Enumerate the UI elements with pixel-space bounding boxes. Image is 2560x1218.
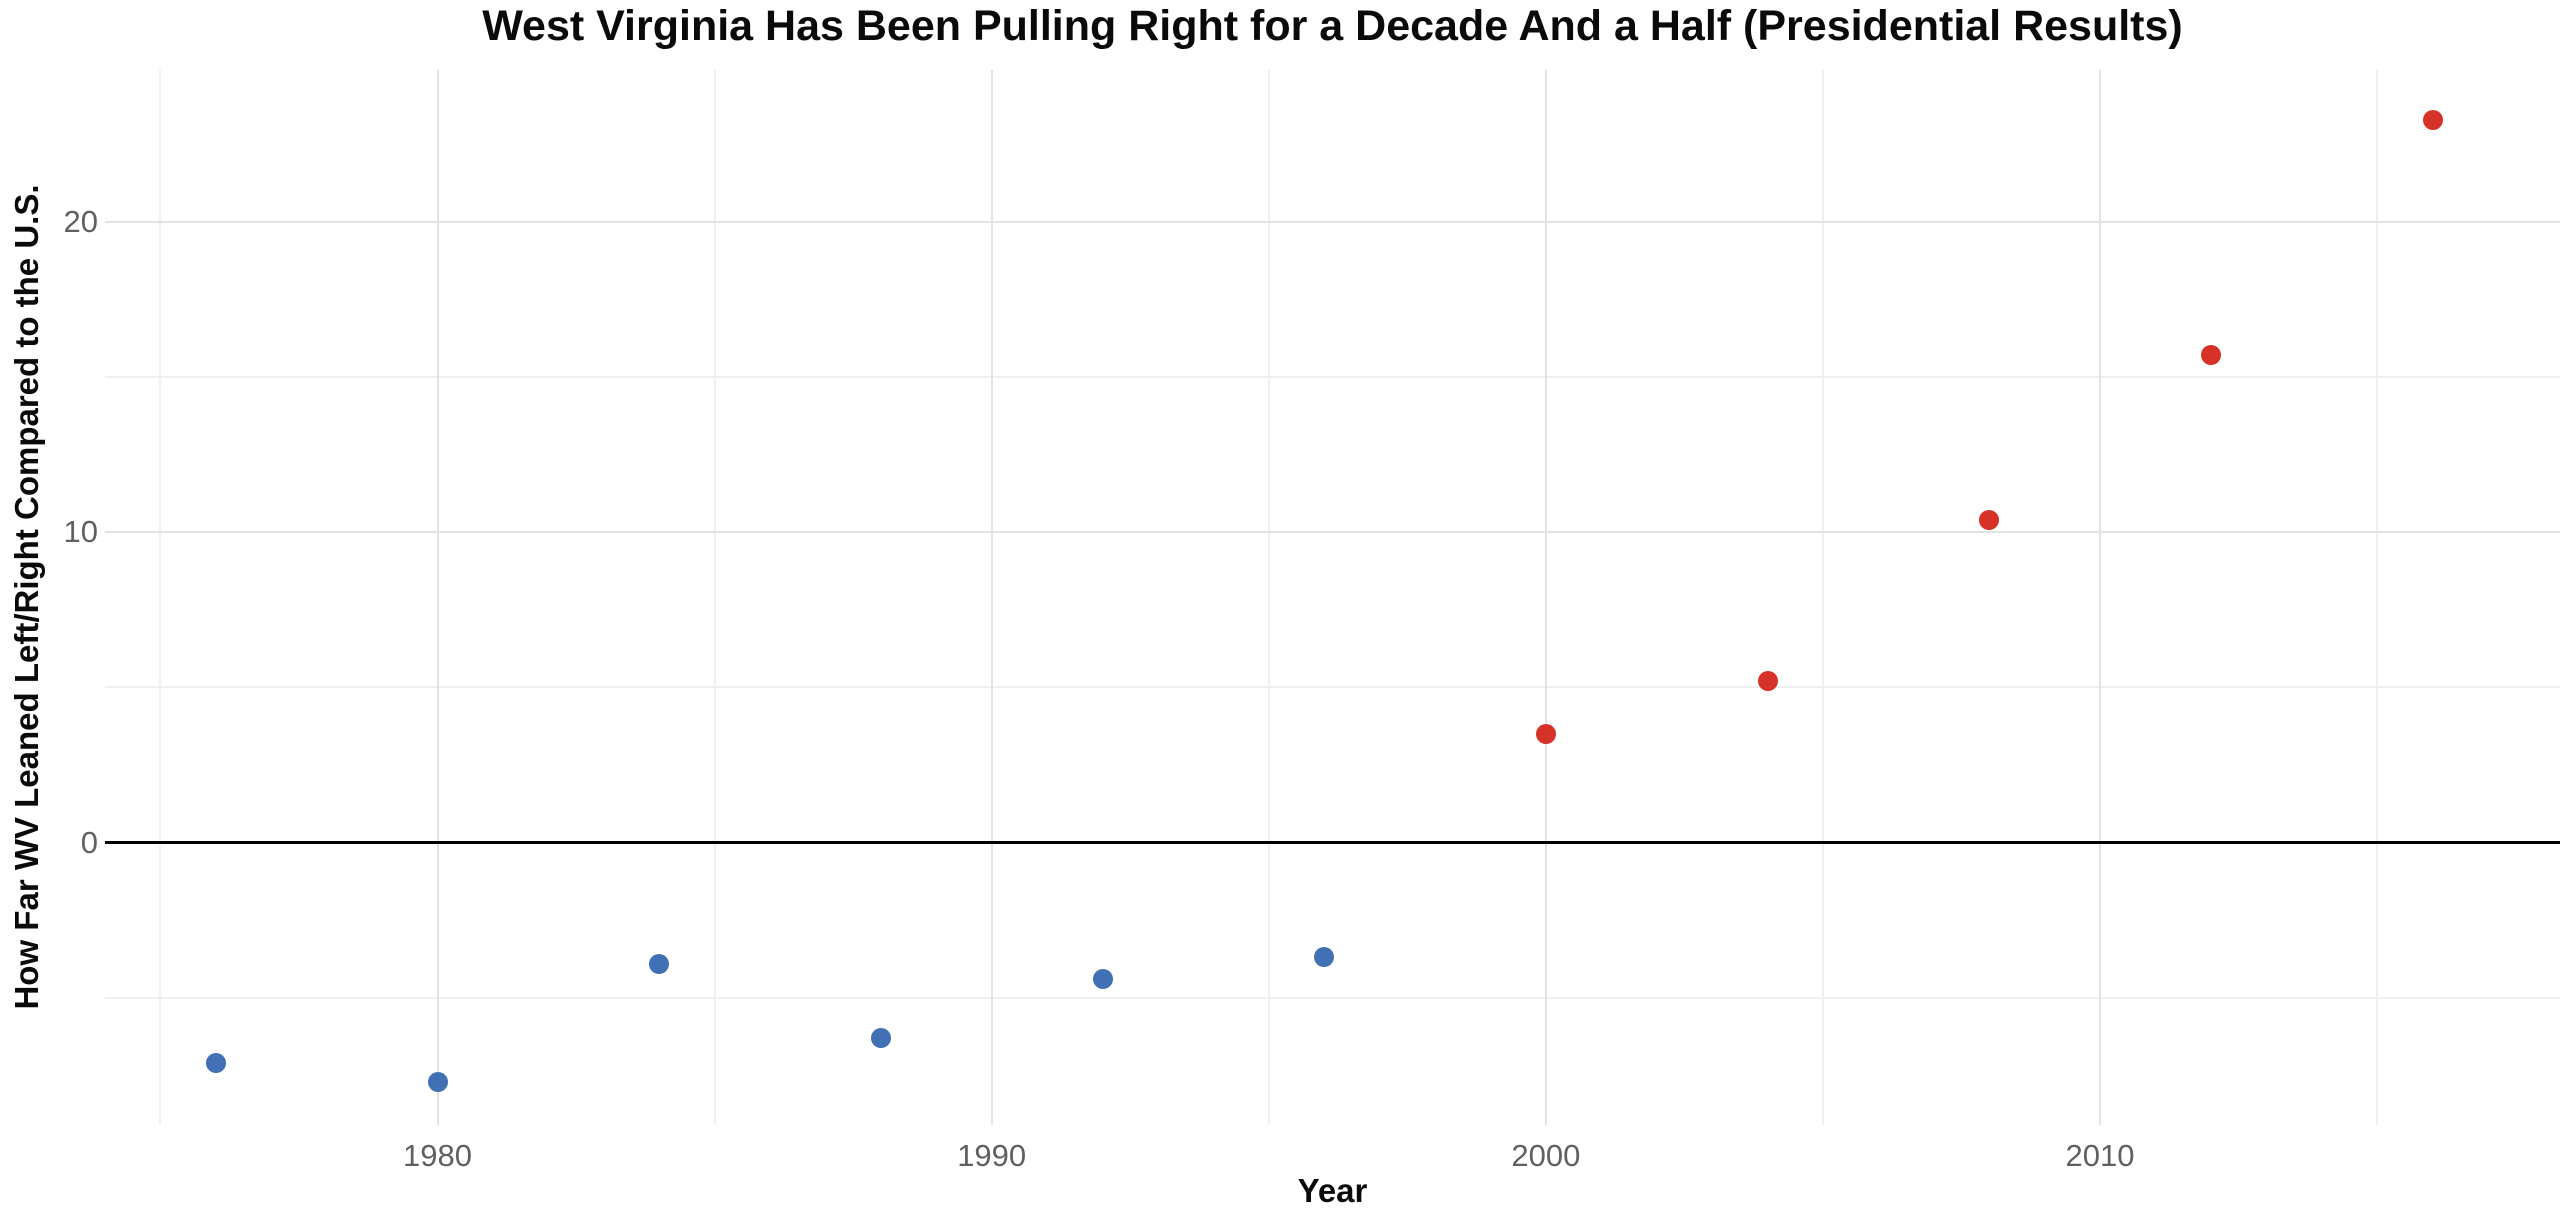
major-gridline-x-1980 xyxy=(436,70,439,1125)
x-tick-label-2000: 2000 xyxy=(1511,1138,1581,1173)
data-point-1992 xyxy=(1092,969,1113,990)
major-gridline-x-2010 xyxy=(2099,70,2102,1125)
data-point-1996 xyxy=(1314,947,1335,968)
x-axis-title: Year xyxy=(1297,1172,1368,1209)
minor-gridline-x-1975 xyxy=(159,70,162,1125)
chart-title: West Virginia Has Been Pulling Right for… xyxy=(482,2,2183,50)
data-point-1984 xyxy=(649,953,670,974)
y-tick-label-10: 10 xyxy=(63,514,98,550)
major-gridline-y-20 xyxy=(105,221,2560,224)
x-tick-label-1980: 1980 xyxy=(403,1138,472,1173)
data-point-2000 xyxy=(1535,724,1556,745)
minor-gridline-x-2005 xyxy=(1821,70,1824,1125)
minor-gridline-y-15 xyxy=(105,376,2560,379)
minor-gridline-x-1985 xyxy=(713,70,716,1125)
x-tick-label-2010: 2010 xyxy=(2065,1138,2135,1173)
data-point-1980 xyxy=(427,1071,448,1092)
minor-gridline-x-2015 xyxy=(2376,70,2379,1125)
data-point-2012 xyxy=(2200,345,2221,366)
y-axis-title: How Far WV Leaned Left/Right Compared to… xyxy=(8,184,45,1010)
data-point-2016 xyxy=(2422,109,2443,130)
minor-gridline-y--5 xyxy=(105,996,2560,999)
data-point-2008 xyxy=(1979,509,2000,530)
major-gridline-x-1990 xyxy=(990,70,993,1125)
minor-gridline-x-1995 xyxy=(1267,70,1270,1125)
major-gridline-y-10 xyxy=(105,531,2560,534)
major-gridline-x-2000 xyxy=(1544,70,1547,1125)
x-tick-label-1990: 1990 xyxy=(957,1138,1027,1173)
zero-reference-line xyxy=(105,841,2560,845)
minor-gridline-y-5 xyxy=(105,686,2560,689)
y-tick-label-20: 20 xyxy=(63,204,98,240)
data-point-1976 xyxy=(205,1052,226,1073)
data-point-2004 xyxy=(1757,671,1778,692)
y-tick-label-0: 0 xyxy=(80,824,98,860)
data-point-1988 xyxy=(870,1028,891,1049)
